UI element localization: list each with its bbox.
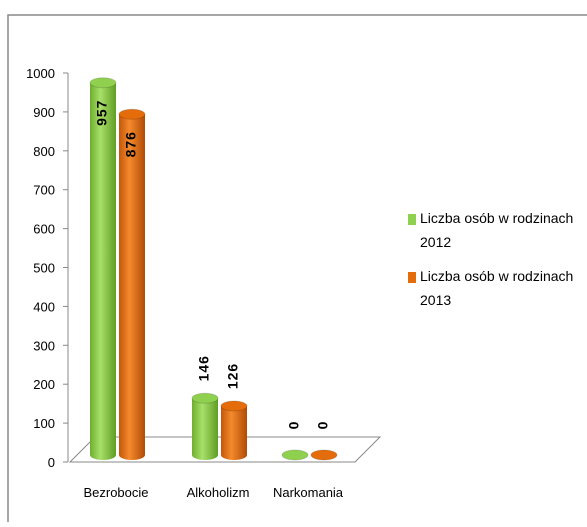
y-tick-label: 700: [33, 183, 55, 198]
data-label: 146: [196, 355, 212, 381]
legend-label: Liczba osób w rodzinach 2013: [420, 268, 574, 308]
bar: [191, 392, 219, 460]
y-tick-label: 800: [33, 144, 55, 159]
bar-top: [310, 449, 338, 461]
bar: [220, 400, 248, 460]
data-label: 957: [94, 100, 110, 126]
y-tick-label: 0: [48, 455, 55, 470]
y-tick-label: 900: [33, 105, 55, 120]
y-tick-label: 200: [33, 377, 55, 392]
legend-swatch: [408, 214, 416, 225]
bar-top: [118, 108, 146, 120]
bar: [310, 449, 338, 461]
y-tick-label: 100: [33, 416, 55, 431]
data-label: 126: [225, 363, 241, 389]
data-label: 876: [123, 131, 139, 157]
bar-body: [192, 398, 218, 460]
y-tick-label: 1000: [26, 66, 55, 81]
bar-top: [89, 77, 117, 89]
frame: [7, 14, 587, 522]
bar-top: [281, 449, 309, 461]
bar: [89, 77, 117, 461]
bar-body: [119, 114, 145, 461]
bar-body: [90, 82, 116, 461]
data-label: 0: [315, 421, 331, 430]
bar: [281, 449, 309, 461]
y-tick-label: 300: [33, 338, 55, 353]
bar-top: [191, 392, 219, 404]
bar-body: [221, 405, 247, 460]
y-tick-label: 600: [33, 222, 55, 237]
data-label: 0: [286, 421, 302, 430]
bar: [118, 108, 146, 461]
bar-top: [220, 400, 248, 412]
x-tick-label: Bezrobocie: [83, 485, 148, 500]
x-tick-label: Narkomania: [273, 485, 344, 500]
legend-swatch: [408, 272, 416, 283]
y-tick-label: 500: [33, 261, 55, 276]
x-tick-label: Alkoholizm: [187, 485, 250, 500]
legend-label: Liczba osób w rodzinach 2012: [420, 210, 574, 250]
y-tick-label: 400: [33, 299, 55, 314]
